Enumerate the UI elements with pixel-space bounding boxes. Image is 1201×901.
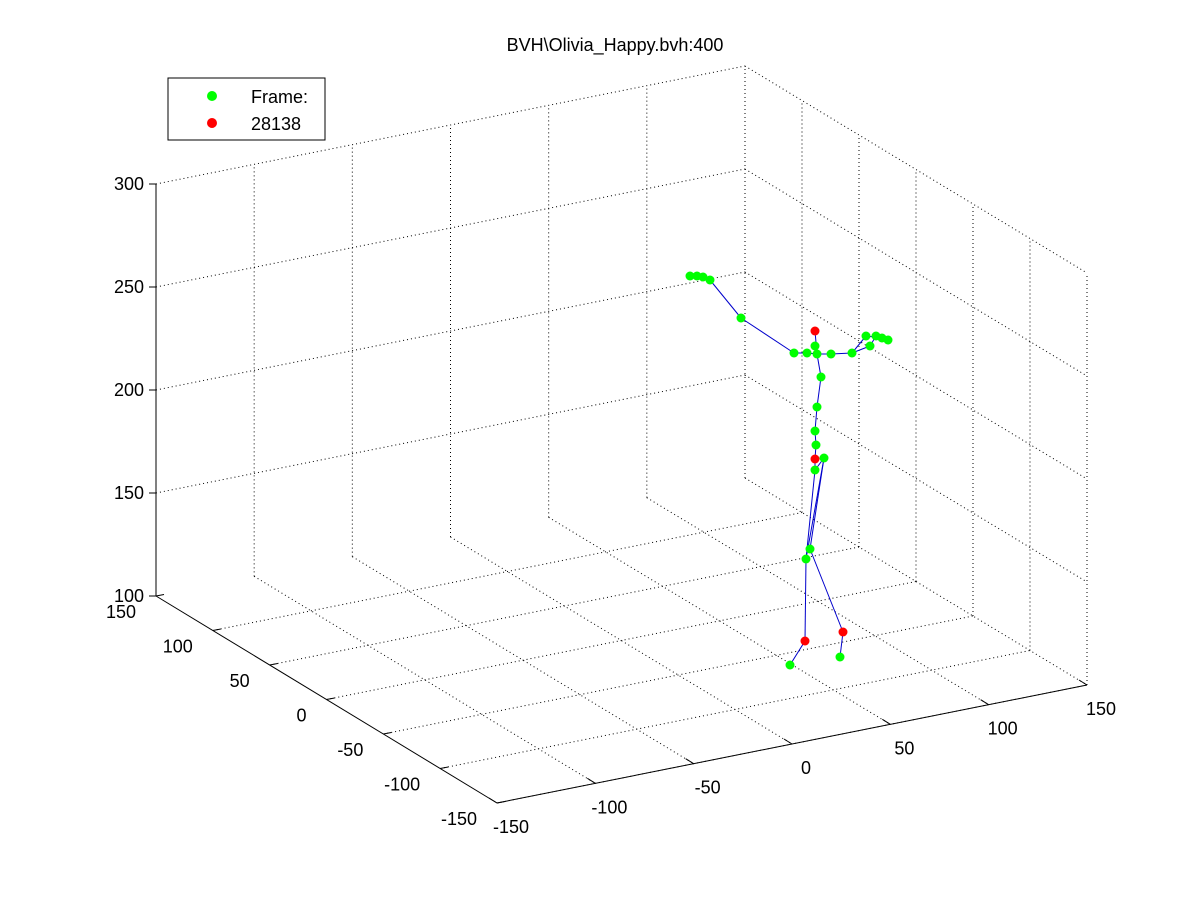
floor-grid-line [440, 650, 1031, 769]
z-tick-label: 200 [114, 380, 144, 400]
tick-mark [212, 628, 221, 631]
bone-line [805, 469, 816, 560]
legend-label-number: 28138 [251, 114, 301, 134]
joint-marker-green [805, 544, 815, 554]
joint-marker-green [810, 426, 820, 436]
joint-marker-green [698, 272, 708, 282]
joint-markers [685, 271, 893, 670]
wall-grid-line [744, 271, 1088, 480]
x-tick-label: -100 [591, 797, 627, 817]
joint-marker-green [847, 348, 857, 358]
bone-line [809, 548, 844, 633]
z-tick-label: 250 [114, 277, 144, 297]
tick-mark [783, 738, 793, 745]
joint-marker-green [812, 402, 822, 412]
joint-marker-green [705, 275, 715, 285]
bone-line [804, 558, 807, 642]
bone-line [709, 279, 742, 319]
legend-marker-frame [207, 91, 217, 101]
x-tick-label: 0 [801, 758, 811, 778]
x-tick-label: 50 [894, 738, 914, 758]
joint-marker-green [826, 349, 836, 359]
joint-marker-green [861, 331, 871, 341]
joint-marker-red [810, 454, 820, 464]
y-tick-label: -50 [337, 740, 363, 760]
wall-grid-line [744, 374, 1088, 583]
axis-layer [149, 183, 1088, 804]
bone-line [816, 376, 822, 408]
joint-marker-red [810, 326, 820, 336]
joint-marker-green [789, 348, 799, 358]
tick-mark [383, 732, 392, 735]
joint-marker-green [736, 313, 746, 323]
floor-grid-line [269, 546, 860, 666]
skeleton-lines [689, 275, 889, 666]
legend-marker-number [207, 118, 217, 128]
joint-marker-green [819, 453, 829, 463]
y-tick-label: 150 [106, 602, 136, 622]
tick-mark [587, 777, 596, 784]
tick-mark [1078, 679, 1088, 686]
z-tick-label: 150 [114, 483, 144, 503]
y-tick-label: 0 [296, 706, 306, 726]
y-tick-label: 50 [230, 671, 250, 691]
y-tick-label: -150 [441, 809, 477, 829]
joint-marker-red [800, 636, 810, 646]
joint-marker-green [810, 465, 820, 475]
bone-line [789, 640, 806, 666]
legend-box [167, 77, 326, 141]
joint-marker-green [812, 349, 822, 359]
z-tick-label: 300 [114, 174, 144, 194]
x-tick-label: -150 [493, 817, 529, 837]
bone-line [805, 457, 825, 560]
tick-mark [440, 766, 449, 769]
legend-label-frame: Frame: [251, 87, 308, 107]
bone-line [740, 317, 795, 354]
wall-grid-line [155, 374, 746, 494]
tick-mark [685, 758, 694, 765]
floor-grid-line [326, 581, 917, 700]
tick-mark [269, 663, 278, 666]
wall-grid-line [155, 271, 746, 391]
joint-marker-green [801, 554, 811, 564]
legend: Frame: 28138 [167, 77, 326, 141]
x-tick-label: 150 [1086, 699, 1116, 719]
tick-mark [155, 594, 165, 597]
z-tick-label: 100 [114, 586, 144, 606]
tick-mark [980, 699, 989, 706]
joint-marker-green [810, 341, 820, 351]
joint-marker-green [835, 652, 845, 662]
floor-grid-line [212, 512, 803, 631]
grid-layer [155, 65, 1088, 804]
x-tick-label: 100 [988, 719, 1018, 739]
joint-marker-green [883, 335, 893, 345]
joint-marker-green [811, 440, 821, 450]
y-tick-label: -100 [384, 775, 420, 795]
y-tick-label: 100 [163, 637, 193, 657]
joint-marker-green [802, 348, 812, 358]
joint-marker-green [816, 372, 826, 382]
chart-title: BVH\Olivia_Happy.bvh:400 [507, 35, 724, 56]
floor-grid-line [548, 516, 891, 725]
wall-grid-line [155, 65, 746, 185]
tick-mark [326, 697, 335, 700]
joint-marker-green [865, 341, 875, 351]
joint-marker-red [838, 627, 848, 637]
tick-mark [496, 801, 506, 804]
tick-mark [882, 718, 891, 725]
x-tick-label: -50 [695, 778, 721, 798]
joint-marker-green [685, 271, 695, 281]
floor-grid-line [383, 615, 974, 735]
tick-mark [488, 797, 498, 804]
joint-marker-green [785, 660, 795, 670]
wall-grid-line [744, 65, 1088, 274]
